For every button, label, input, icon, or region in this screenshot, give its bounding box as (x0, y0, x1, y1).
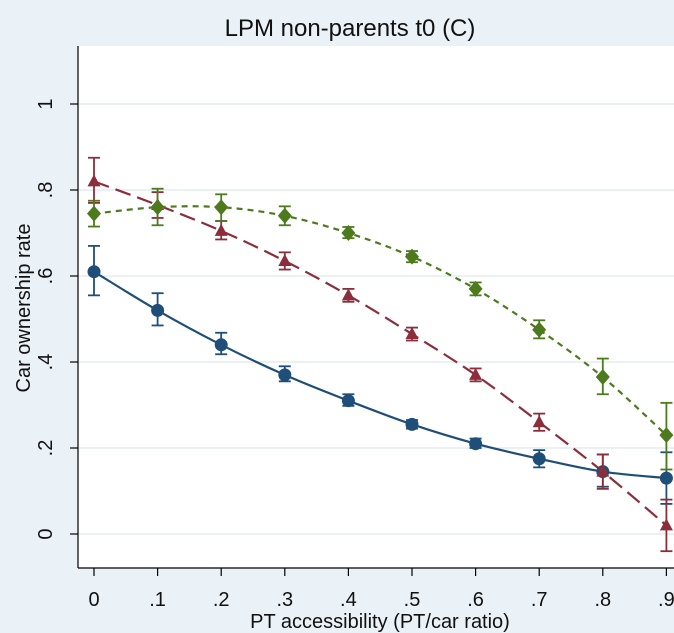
series-line (93, 205, 668, 436)
data-point (405, 248, 419, 265)
data-point (214, 199, 229, 216)
data-point (214, 338, 228, 352)
x-tick-label: .2 (213, 589, 230, 611)
data-point (469, 437, 483, 451)
data-point (659, 518, 673, 531)
data-point (595, 369, 610, 386)
data-point (469, 367, 483, 380)
data-point (532, 452, 546, 466)
data-point (596, 464, 610, 477)
x-tick-label: .5 (404, 589, 421, 611)
data-point (87, 205, 101, 222)
x-tick-label: .7 (531, 589, 548, 611)
y-tick-label: .4 (35, 354, 57, 371)
y-tick-label: .6 (35, 268, 57, 285)
x-tick-label: .4 (340, 589, 357, 611)
y-tick-label: 1 (35, 98, 57, 109)
data-point (87, 174, 101, 187)
series-1 (87, 156, 673, 553)
x-tick-label: .8 (594, 589, 611, 611)
data-point (659, 427, 674, 444)
data-point (150, 199, 165, 216)
x-tick-label: 0 (88, 589, 99, 611)
y-tick-label: .8 (35, 182, 57, 199)
data-point (278, 253, 292, 266)
data-point (532, 415, 546, 428)
y-tick-label: .2 (35, 440, 57, 457)
data-point (659, 471, 673, 485)
series-line (93, 180, 668, 527)
x-tick-label: .1 (149, 589, 166, 611)
data-point (405, 327, 419, 340)
data-point (341, 288, 355, 301)
y-tick-label: 0 (35, 528, 57, 539)
series-0 (87, 244, 673, 505)
data-point (214, 223, 228, 236)
axis-ticks: 0 .2 .4 .6 .8 1 0 .1 .2 .3 .4 .5 .6 .7 .8 .9 (35, 98, 674, 611)
data-point (532, 321, 547, 338)
series-line (93, 270, 667, 480)
data-point (278, 368, 292, 382)
plot-area (78, 46, 674, 568)
x-tick-label: .9 (658, 589, 674, 611)
x-axis-label: PT accessibility (PT/car ratio) (250, 611, 510, 633)
data-point (151, 303, 165, 317)
data-point (468, 280, 483, 297)
data-point (341, 225, 356, 241)
series-2 (87, 187, 674, 471)
data-point (341, 394, 355, 408)
data-point (405, 417, 419, 431)
x-tick-label: .3 (276, 589, 293, 611)
data-point (277, 207, 292, 224)
chart-title: LPM non-parents t0 (C) (225, 15, 476, 42)
gridlines (78, 103, 674, 535)
data-point (87, 265, 101, 279)
x-tick-label: .6 (467, 589, 484, 611)
y-axis-label: Car ownership rate (13, 224, 35, 393)
series-group (87, 156, 674, 553)
